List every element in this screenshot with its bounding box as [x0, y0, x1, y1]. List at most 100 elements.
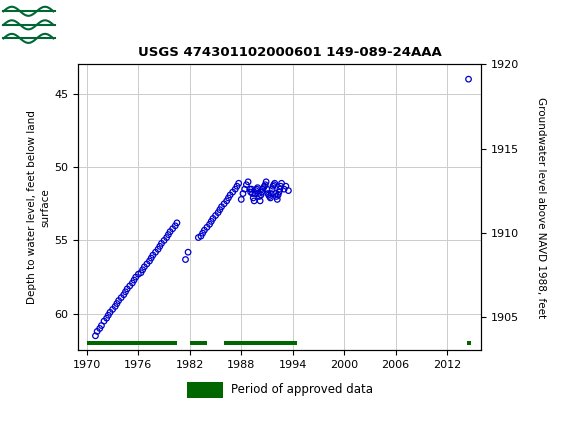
- Point: [249, 197, 259, 204]
- Point: [274, 192, 283, 199]
- Point: [198, 230, 207, 236]
- Point: [255, 193, 264, 200]
- Point: [102, 315, 111, 322]
- Point: [196, 233, 205, 240]
- Point: [253, 184, 262, 191]
- Point: [168, 225, 177, 232]
- Point: [242, 181, 251, 188]
- Point: [251, 190, 260, 197]
- Bar: [3, 3, 55, 42]
- Point: [244, 178, 253, 185]
- Point: [206, 218, 216, 225]
- Point: [148, 252, 158, 258]
- Point: [154, 246, 163, 253]
- Y-axis label: Groundwater level above NAVD 1988, feet: Groundwater level above NAVD 1988, feet: [536, 97, 546, 318]
- Point: [267, 190, 276, 197]
- Y-axis label: Depth to water level, feet below land
surface: Depth to water level, feet below land su…: [27, 111, 50, 304]
- Point: [280, 186, 289, 193]
- Point: [259, 184, 268, 191]
- Point: [128, 280, 137, 286]
- Point: [131, 273, 140, 280]
- Point: [217, 203, 226, 210]
- Point: [114, 297, 123, 304]
- Point: [136, 269, 146, 276]
- Point: [271, 190, 280, 197]
- Point: [262, 186, 271, 193]
- Point: [213, 209, 223, 216]
- Point: [155, 243, 164, 250]
- Point: [202, 224, 212, 231]
- Point: [233, 183, 242, 190]
- Point: [108, 306, 117, 313]
- Point: [254, 190, 263, 197]
- Point: [276, 183, 285, 190]
- Point: [194, 234, 203, 241]
- Point: [172, 219, 182, 226]
- Point: [273, 196, 282, 203]
- Point: [129, 276, 139, 283]
- Point: [119, 291, 128, 298]
- Point: [234, 180, 244, 187]
- Point: [252, 186, 262, 193]
- Point: [104, 312, 113, 319]
- Point: [91, 332, 100, 339]
- Point: [238, 190, 248, 197]
- Point: [277, 180, 286, 187]
- Point: [262, 178, 271, 185]
- Point: [99, 318, 108, 325]
- Text: Period of approved data: Period of approved data: [231, 383, 374, 396]
- Point: [231, 186, 240, 193]
- Point: [270, 180, 280, 187]
- Point: [245, 186, 255, 193]
- Point: [284, 187, 293, 194]
- Point: [260, 183, 269, 190]
- Point: [251, 187, 260, 194]
- Point: [263, 190, 273, 197]
- Point: [113, 300, 122, 307]
- Point: [219, 200, 229, 207]
- Point: [181, 256, 190, 263]
- Point: [208, 215, 218, 222]
- Point: [248, 190, 257, 197]
- Point: [160, 237, 169, 244]
- Point: [224, 194, 233, 201]
- Point: [106, 309, 115, 316]
- Point: [93, 328, 102, 335]
- Point: [240, 186, 249, 193]
- Bar: [224, 341, 297, 345]
- Point: [183, 249, 193, 256]
- Point: [267, 186, 277, 193]
- Point: [256, 192, 266, 199]
- Point: [151, 249, 160, 256]
- Point: [117, 294, 126, 301]
- Point: [258, 186, 267, 193]
- Point: [165, 228, 175, 235]
- Point: [205, 221, 214, 228]
- Point: [249, 194, 258, 201]
- Point: [147, 255, 156, 261]
- Point: [266, 194, 275, 201]
- Point: [111, 303, 120, 310]
- Text: USGS 474301102000601 149-089-24AAA: USGS 474301102000601 149-089-24AAA: [138, 46, 442, 59]
- Text: USGS: USGS: [61, 14, 116, 31]
- Point: [211, 212, 220, 219]
- Point: [200, 227, 209, 233]
- Point: [269, 183, 278, 190]
- Point: [95, 325, 104, 332]
- Point: [164, 231, 173, 238]
- Point: [257, 189, 266, 196]
- Point: [134, 271, 143, 278]
- Bar: [87, 341, 177, 345]
- Point: [121, 289, 130, 295]
- Point: [157, 240, 166, 247]
- Point: [226, 192, 235, 199]
- Point: [171, 222, 180, 229]
- Point: [275, 186, 284, 193]
- Bar: [187, 382, 223, 398]
- Point: [246, 189, 255, 196]
- Point: [125, 283, 135, 289]
- Point: [228, 189, 237, 196]
- Point: [269, 181, 278, 188]
- Point: [237, 196, 246, 203]
- Point: [464, 76, 473, 83]
